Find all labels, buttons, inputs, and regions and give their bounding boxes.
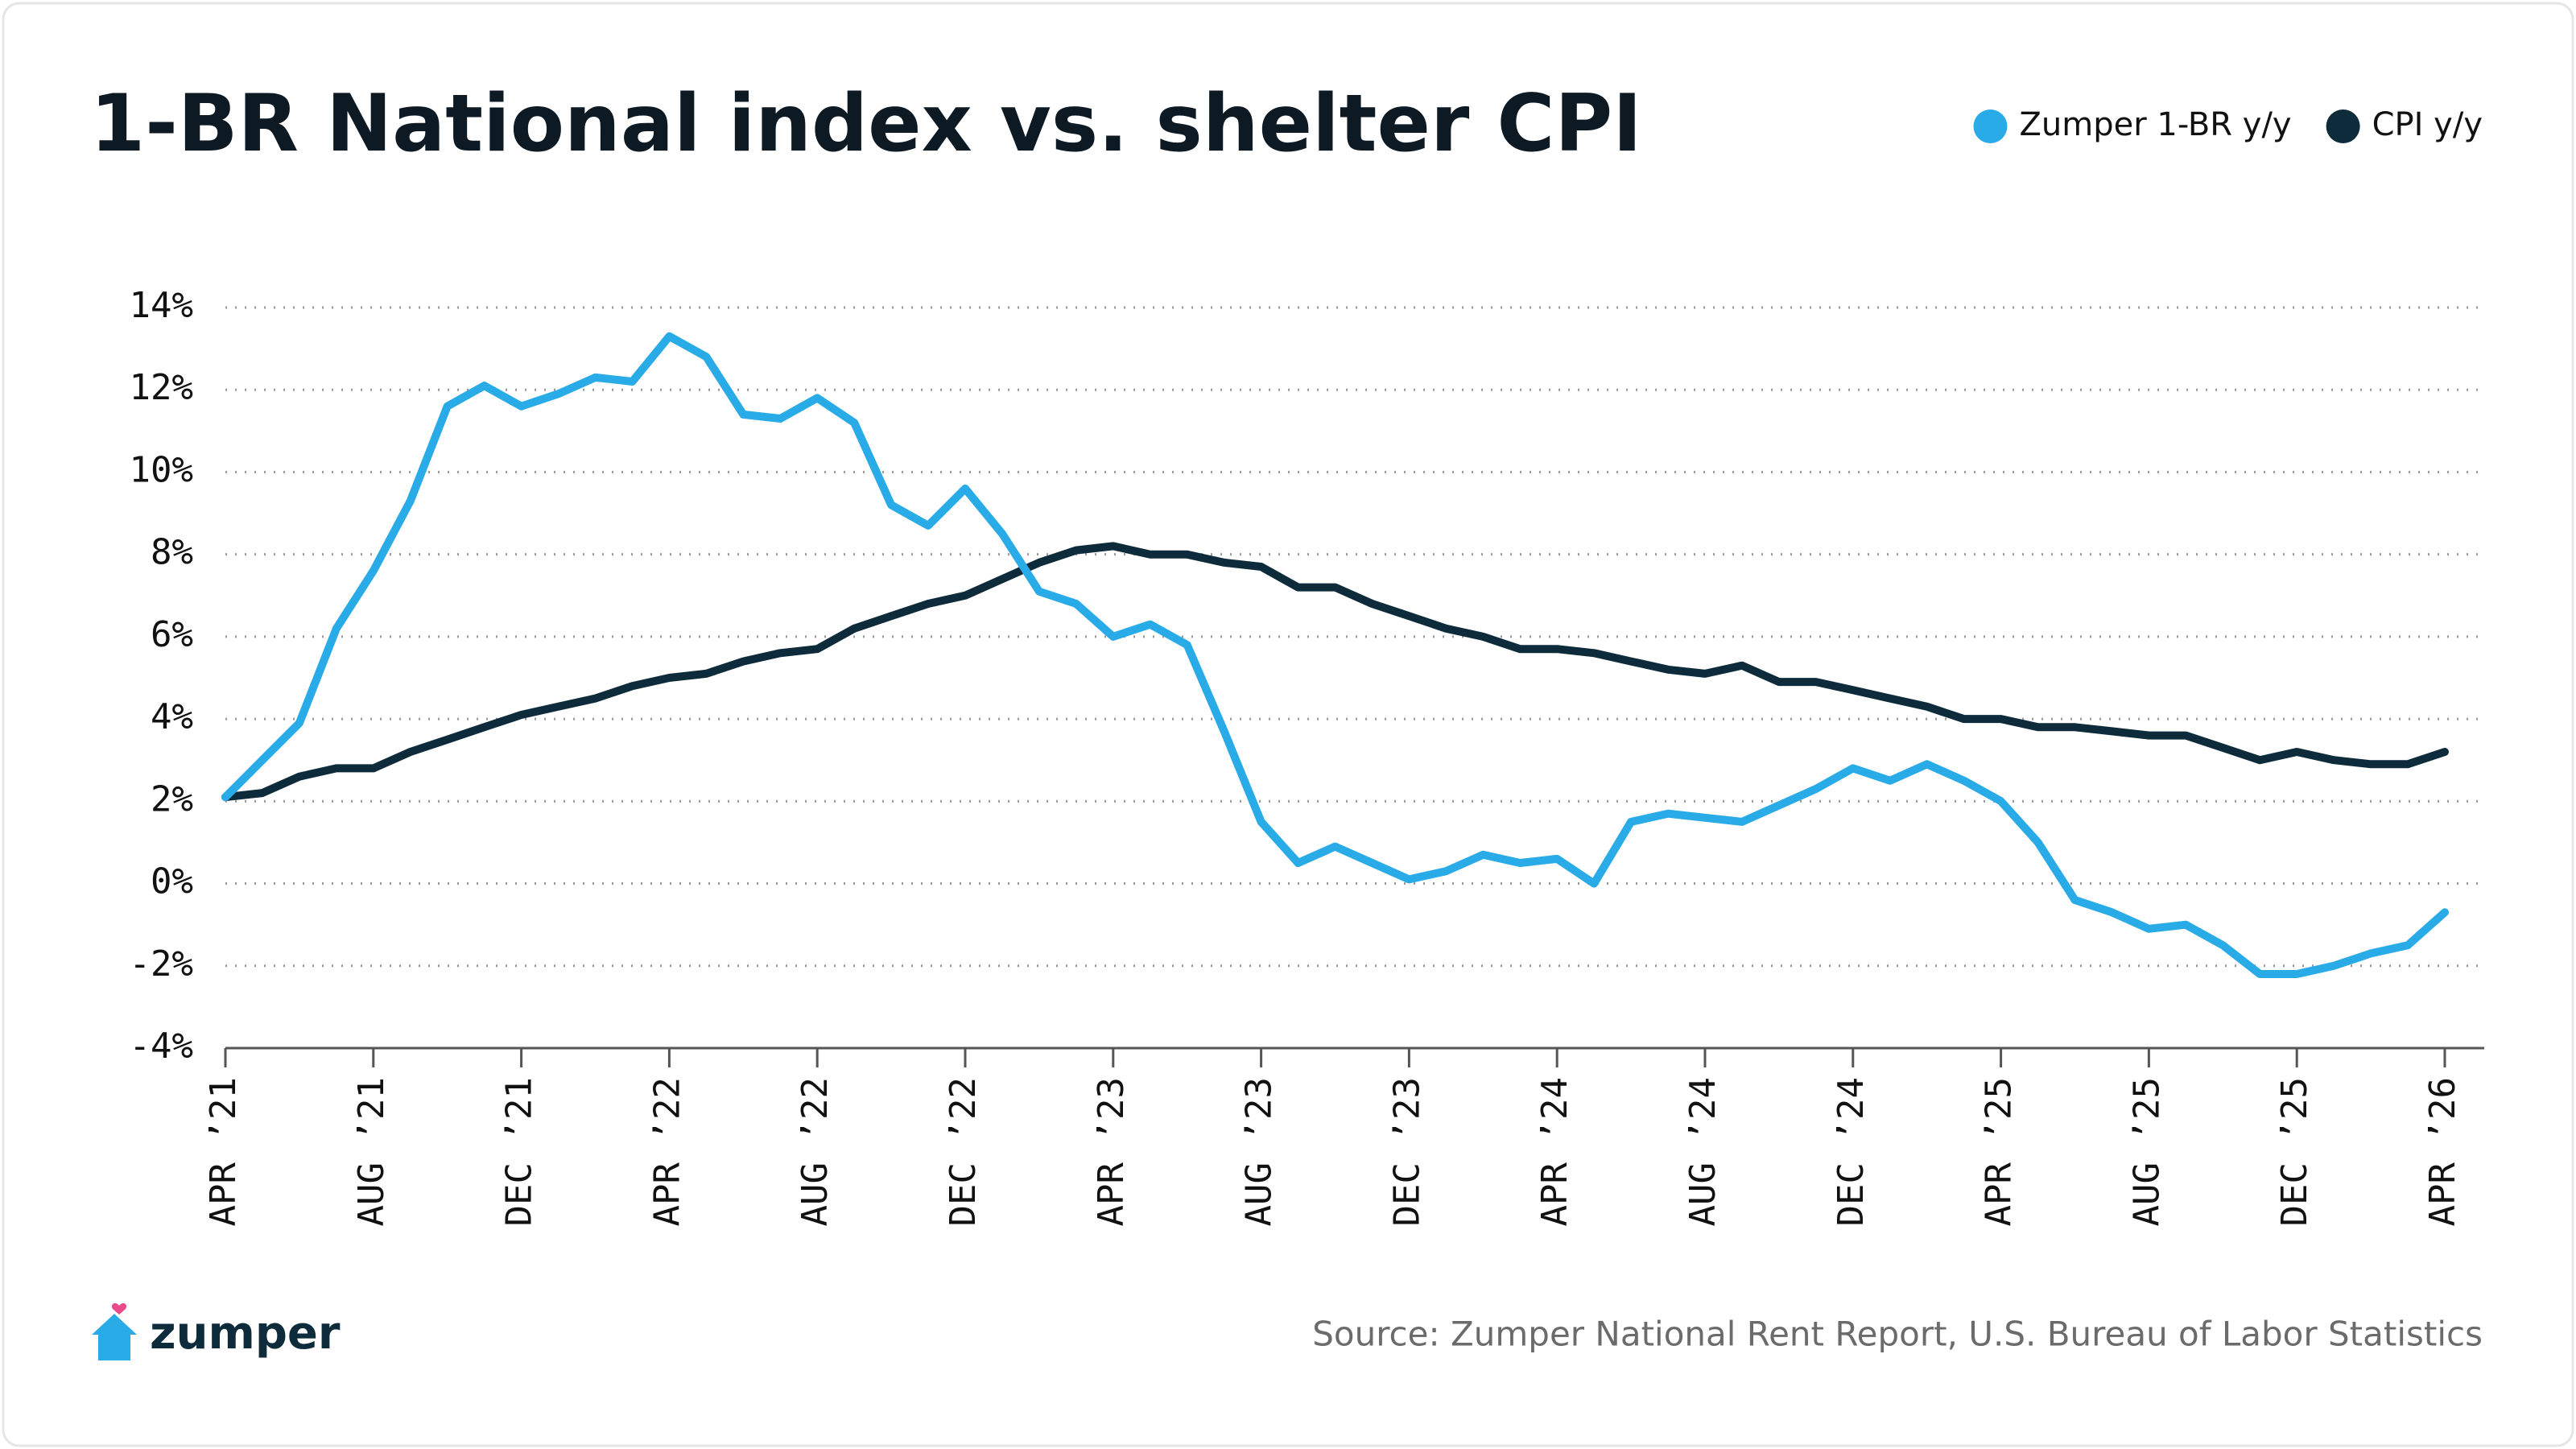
x-tick-label: DEC ’25	[2274, 1077, 2315, 1226]
x-tick-label: APR ’25	[1979, 1077, 2020, 1226]
y-tick-label: 0%	[151, 861, 193, 902]
y-tick-label: 14%	[130, 285, 193, 326]
source-note: Source: Zumper National Rent Report, U.S…	[1312, 1315, 2483, 1354]
x-tick-label: AUG ’25	[2126, 1077, 2167, 1226]
x-tick-label: APR ’21	[203, 1077, 244, 1226]
legend-marker	[1973, 109, 2008, 143]
y-tick-label: 8%	[151, 532, 193, 573]
x-tick-label: DEC ’24	[1831, 1077, 1872, 1226]
legend-label: Zumper 1-BR y/y	[2020, 106, 2292, 143]
y-tick-label: 10%	[130, 449, 193, 490]
x-tick-label: DEC ’22	[943, 1077, 984, 1226]
x-tick-label: APR ’22	[646, 1077, 687, 1226]
x-tick-label: DEC ’21	[499, 1077, 540, 1226]
x-tick-label: AUG ’22	[795, 1077, 836, 1226]
y-tick-label: 12%	[130, 367, 193, 408]
chart-title: 1-BR National index vs. shelter CPI	[90, 78, 1642, 170]
y-tick-label: 4%	[151, 696, 193, 737]
x-tick-label: APR ’23	[1091, 1077, 1132, 1226]
y-tick-label: -2%	[130, 943, 193, 985]
logo-heart	[111, 1303, 127, 1315]
series-line	[221, 332, 2449, 978]
x-tick-label: APR ’24	[1534, 1077, 1575, 1226]
series-line	[221, 542, 2449, 802]
y-tick-label: -4%	[130, 1026, 193, 1067]
x-tick-label: DEC ’23	[1386, 1077, 1427, 1226]
legend-marker	[2326, 109, 2360, 143]
y-tick-label: 6%	[151, 614, 193, 655]
x-tick-label: AUG ’21	[351, 1077, 392, 1226]
logo-house	[92, 1314, 137, 1360]
x-tick-label: AUG ’24	[1682, 1077, 1724, 1226]
x-tick-label: APR ’26	[2422, 1077, 2463, 1226]
logo-text: zumper	[150, 1307, 341, 1360]
logo: zumper	[92, 1303, 341, 1360]
legend-label: CPI y/y	[2372, 106, 2483, 143]
y-tick-label: 2%	[151, 778, 193, 819]
x-tick-label: AUG ’23	[1239, 1077, 1280, 1226]
